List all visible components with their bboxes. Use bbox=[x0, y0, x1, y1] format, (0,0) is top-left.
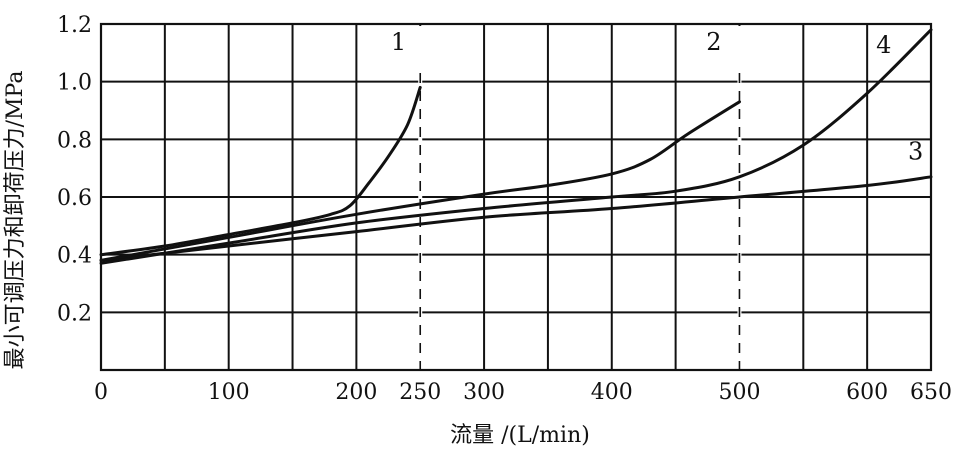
curve-labels: 1 2 3 4 bbox=[391, 28, 923, 166]
y-tick-label: 0.2 bbox=[57, 301, 92, 326]
curve-label: 2 bbox=[706, 28, 721, 56]
y-tick-label: 0.4 bbox=[57, 244, 92, 269]
grid-layer bbox=[101, 23, 932, 370]
series-line-3 bbox=[99, 175, 933, 262]
x-axis-title: 流量 /(L/min) bbox=[450, 423, 590, 448]
x-tick-label: 200 bbox=[335, 380, 377, 405]
x-tick-label: 0 bbox=[94, 380, 108, 405]
curve-label: 3 bbox=[908, 138, 923, 166]
x-tick-label: 650 bbox=[910, 380, 952, 405]
curve-layer bbox=[99, 28, 933, 265]
x-tick-label: 500 bbox=[718, 380, 760, 405]
series-line-1 bbox=[99, 85, 422, 257]
y-tick-label: 0.6 bbox=[57, 186, 92, 211]
x-tick-label: 600 bbox=[846, 380, 888, 405]
y-axis-title: 最小可调压力和卸荷压力/MPa bbox=[3, 71, 28, 370]
y-tick-label: 0.8 bbox=[57, 128, 92, 153]
series-line-2 bbox=[99, 100, 741, 262]
x-tick-label: 300 bbox=[463, 380, 505, 405]
y-tick-labels: 0.2 0.4 0.6 0.8 1.0 1.2 bbox=[57, 13, 92, 326]
plot-frame bbox=[99, 22, 933, 372]
x-tick-label: 100 bbox=[208, 380, 250, 405]
x-tick-labels: 0 100 200 250 300 400 500 600 650 bbox=[94, 380, 952, 405]
curve-label: 1 bbox=[391, 28, 406, 56]
y-tick-label: 1.0 bbox=[57, 71, 92, 96]
y-tick-label: 1.2 bbox=[57, 13, 92, 38]
series-line-4 bbox=[99, 28, 933, 265]
x-tick-label: 250 bbox=[399, 380, 441, 405]
x-tick-label: 400 bbox=[591, 380, 633, 405]
curve-label: 4 bbox=[876, 31, 891, 59]
